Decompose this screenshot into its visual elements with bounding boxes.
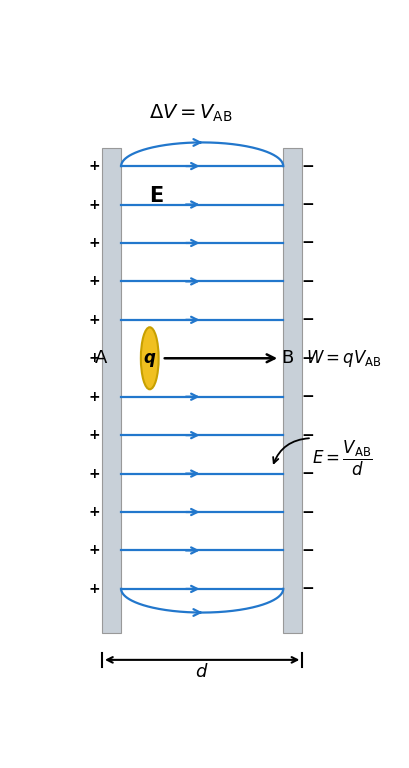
Text: −: − <box>301 581 314 597</box>
Text: +: + <box>88 351 100 366</box>
Text: −: − <box>301 505 314 519</box>
Text: −: − <box>301 158 314 174</box>
Text: q: q <box>144 349 155 367</box>
Text: +: + <box>88 505 100 519</box>
Text: +: + <box>88 274 100 289</box>
Text: $E = \dfrac{V_{\mathregular{AB}}}{d}$: $E = \dfrac{V_{\mathregular{AB}}}{d}$ <box>311 439 371 478</box>
Text: B: B <box>281 349 293 367</box>
Text: −: − <box>301 351 314 366</box>
Text: +: + <box>88 236 100 250</box>
Text: +: + <box>88 389 100 404</box>
Text: $W = qV_{\mathregular{AB}}$: $W = qV_{\mathregular{AB}}$ <box>305 348 381 369</box>
Text: +: + <box>88 197 100 211</box>
Text: −: − <box>301 543 314 558</box>
Text: +: + <box>88 159 100 173</box>
Bar <box>283 148 301 634</box>
Text: −: − <box>301 313 314 327</box>
Bar <box>102 148 121 634</box>
Text: +: + <box>88 467 100 481</box>
Text: −: − <box>301 466 314 481</box>
Text: −: − <box>301 236 314 250</box>
Text: −: − <box>301 197 314 212</box>
Text: +: + <box>88 544 100 558</box>
Text: $d$: $d$ <box>195 663 209 680</box>
Text: E: E <box>148 186 163 206</box>
Ellipse shape <box>141 327 158 389</box>
Text: +: + <box>88 582 100 596</box>
Text: −: − <box>301 274 314 289</box>
Text: −: − <box>301 389 314 404</box>
Text: −: − <box>301 428 314 442</box>
Text: +: + <box>88 313 100 327</box>
Text: $\Delta V = V_{\mathregular{AB}}$: $\Delta V = V_{\mathregular{AB}}$ <box>149 102 232 124</box>
Text: A: A <box>94 349 107 367</box>
Text: +: + <box>88 428 100 442</box>
